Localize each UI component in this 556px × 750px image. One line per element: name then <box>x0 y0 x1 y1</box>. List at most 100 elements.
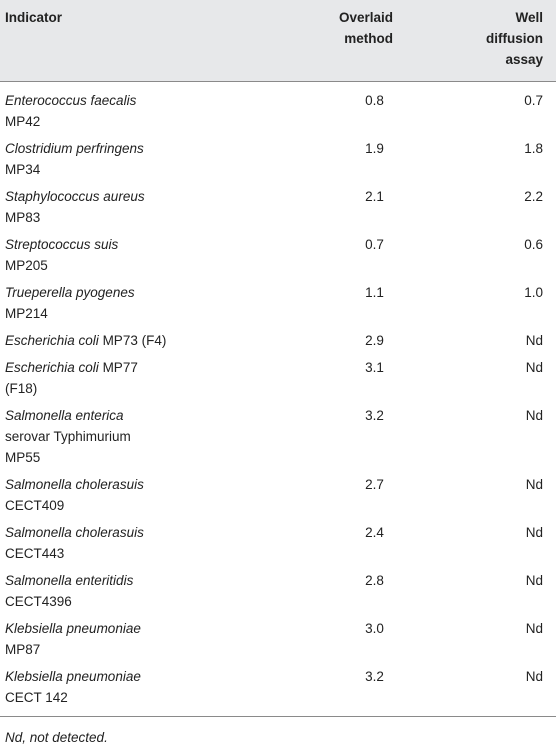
species-name: Enterococcus faecalis <box>5 93 137 108</box>
strain-id: MP87 <box>5 642 41 657</box>
well-value: Nd <box>525 525 543 540</box>
table-row: Escherichia coli MP77 (F18) 3.1 Nd <box>0 357 556 405</box>
species-name: Staphylococcus aureus <box>5 189 145 204</box>
table-row: Staphylococcus aureus MP83 2.1 2.2 <box>0 186 556 234</box>
well-value-cell: 2.2 <box>406 186 556 234</box>
well-value-cell: 0.7 <box>406 81 556 138</box>
overlaid-value: 2.8 <box>365 573 384 588</box>
species-name: Escherichia coli <box>5 360 99 375</box>
header-indicator: Indicator <box>0 0 265 82</box>
well-value-cell: Nd <box>406 357 556 405</box>
overlaid-value: 3.2 <box>365 408 384 423</box>
strain-id: MP214 <box>5 306 48 321</box>
overlaid-value: 3.1 <box>365 360 384 375</box>
indicator-cell: Salmonella cholerasuis CECT443 <box>0 522 265 570</box>
overlaid-value-cell: 2.7 <box>265 474 406 522</box>
well-value: 0.6 <box>524 237 543 252</box>
rule-cell <box>265 716 406 717</box>
overlaid-value: 0.8 <box>365 93 384 108</box>
header-indicator-label: Indicator <box>5 10 63 25</box>
rule-cell <box>406 716 556 717</box>
overlaid-value-cell: 1.9 <box>265 138 406 186</box>
header-well-line2: diffusion <box>486 31 543 46</box>
species-name: Salmonella cholerasuis <box>5 525 144 540</box>
table-row: Klebsiella pneumoniae CECT 142 3.2 Nd <box>0 666 556 717</box>
species-name: Klebsiella pneumoniae <box>5 621 141 636</box>
strain-id: CECT409 <box>5 498 65 513</box>
header-overlaid-line1: Overlaid <box>338 10 393 25</box>
well-value-cell: Nd <box>406 330 556 357</box>
well-value: Nd <box>525 477 543 492</box>
indicator-cell: Salmonella enteritidis CECT4396 <box>0 570 265 618</box>
overlaid-value-cell: 1.1 <box>265 282 406 330</box>
well-value: Nd <box>525 621 543 636</box>
indicator-cell: Staphylococcus aureus MP83 <box>0 186 265 234</box>
overlaid-value-cell: 3.1 <box>265 357 406 405</box>
indicator-cell: Clostridium perfringens MP34 <box>0 138 265 186</box>
indicator-cell: Streptococcus suis MP205 <box>0 234 265 282</box>
overlaid-value-cell: 2.8 <box>265 570 406 618</box>
indicator-cell: Escherichia coli MP77 (F18) <box>0 357 265 405</box>
indicator-cell: Escherichia coli MP73 (F4) <box>0 330 265 357</box>
strain-id: CECT 142 <box>5 690 68 705</box>
overlaid-value: 2.7 <box>365 477 384 492</box>
strain-id: MP34 <box>5 162 41 177</box>
table-row: Clostridium perfringens MP34 1.9 1.8 <box>0 138 556 186</box>
overlaid-value-cell: 2.9 <box>265 330 406 357</box>
overlaid-value-cell: 0.8 <box>265 81 406 138</box>
species-name: Clostridium perfringens <box>5 141 144 156</box>
indicator-cell: Trueperella pyogenes MP214 <box>0 282 265 330</box>
well-value-cell: Nd <box>406 522 556 570</box>
serovar-name: serovar Typhimurium <box>5 429 131 444</box>
table-row: Salmonella enterica serovar Typhimurium … <box>0 405 556 474</box>
well-value: 1.0 <box>524 285 543 300</box>
species-name: Trueperella pyogenes <box>5 285 135 300</box>
well-value-cell: Nd <box>406 618 556 666</box>
overlaid-value: 2.4 <box>365 525 384 540</box>
table-header-row: Indicator Overlaid method Well diffusion… <box>0 0 556 82</box>
well-value-cell: 1.8 <box>406 138 556 186</box>
overlaid-value: 3.2 <box>365 669 384 684</box>
well-value: 0.7 <box>524 93 543 108</box>
well-value-cell: Nd <box>406 570 556 618</box>
table-row: Escherichia coli MP73 (F4) 2.9 Nd <box>0 330 556 357</box>
indicator-cell: Klebsiella pneumoniae CECT 142 <box>0 666 265 717</box>
well-value-cell: Nd <box>406 405 556 474</box>
overlaid-value-cell: 3.2 <box>265 405 406 474</box>
strain-id: MP73 (F4) <box>102 333 167 348</box>
well-value: Nd <box>525 360 543 375</box>
well-value-cell: 1.0 <box>406 282 556 330</box>
table-footnote: Nd, not detected. <box>5 730 108 745</box>
indicator-table: Indicator Overlaid method Well diffusion… <box>0 0 556 717</box>
strain-id: MP55 <box>5 450 41 465</box>
overlaid-value-cell: 3.2 <box>265 666 406 717</box>
indicator-cell: Klebsiella pneumoniae MP87 <box>0 618 265 666</box>
overlaid-value: 1.1 <box>365 285 384 300</box>
overlaid-value: 2.9 <box>365 333 384 348</box>
table-row: Salmonella cholerasuis CECT443 2.4 Nd <box>0 522 556 570</box>
strain-id-suffix: (F18) <box>5 381 38 396</box>
species-name: Escherichia coli <box>5 333 99 348</box>
well-value-cell: 0.6 <box>406 234 556 282</box>
overlaid-value: 1.9 <box>365 141 384 156</box>
species-name: Salmonella enterica <box>5 408 124 423</box>
strain-id: CECT443 <box>5 546 65 561</box>
well-value: Nd <box>525 333 543 348</box>
strain-id: MP42 <box>5 114 41 129</box>
overlaid-value-cell: 0.7 <box>265 234 406 282</box>
table-row: Enterococcus faecalis MP42 0.8 0.7 <box>0 81 556 138</box>
strain-id: MP83 <box>5 210 41 225</box>
strain-id: MP205 <box>5 258 48 273</box>
species-name: Salmonella cholerasuis <box>5 477 144 492</box>
header-well-line1: Well <box>515 10 543 25</box>
well-value: Nd <box>525 408 543 423</box>
overlaid-value: 3.0 <box>365 621 384 636</box>
well-value: Nd <box>525 669 543 684</box>
header-overlaid-method: Overlaid method <box>265 0 406 82</box>
table-row: Streptococcus suis MP205 0.7 0.6 <box>0 234 556 282</box>
rule-cell <box>0 716 265 717</box>
species-name: Streptococcus suis <box>5 237 119 252</box>
indicator-cell: Salmonella cholerasuis CECT409 <box>0 474 265 522</box>
table-row: Salmonella cholerasuis CECT409 2.7 Nd <box>0 474 556 522</box>
overlaid-value: 0.7 <box>365 237 384 252</box>
